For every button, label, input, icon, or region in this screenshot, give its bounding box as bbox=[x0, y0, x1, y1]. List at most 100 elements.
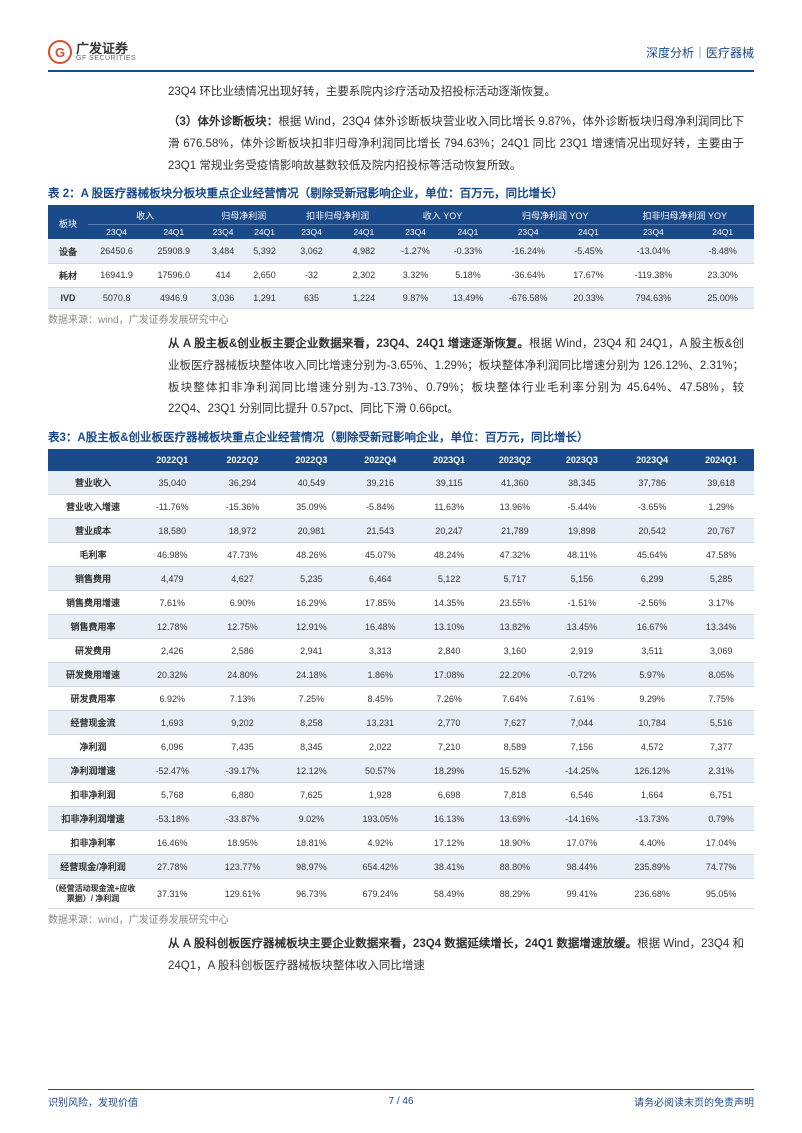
table-cell: 6,546 bbox=[548, 783, 616, 807]
table-row: 经营现金/净利润27.78%123.77%98.97%654.42%38.41%… bbox=[48, 855, 754, 879]
table-cell: 7.61% bbox=[548, 687, 616, 711]
table-cell: 41,360 bbox=[482, 471, 548, 495]
table-row: 营业成本18,58018,97220,98121,54320,24721,789… bbox=[48, 519, 754, 543]
footer-left: 识别风险，发现价值 bbox=[48, 1094, 138, 1109]
table2-source: 数据来源：wind，广发证券发展研究中心 bbox=[48, 311, 754, 326]
table-cell: 20.32% bbox=[138, 663, 206, 687]
table-cell: -53.18% bbox=[138, 807, 206, 831]
table-cell: 营业收入增速 bbox=[48, 495, 138, 519]
table-cell: 13.49% bbox=[441, 287, 495, 308]
table-cell: 7,625 bbox=[279, 783, 345, 807]
table-cell: 2,840 bbox=[416, 639, 482, 663]
table-cell: 23.55% bbox=[482, 591, 548, 615]
table-cell: 营业收入 bbox=[48, 471, 138, 495]
table-row: 净利润6,0967,4358,3452,0227,2108,5897,1564,… bbox=[48, 735, 754, 759]
table-cell: 7,435 bbox=[206, 735, 278, 759]
table-cell: 48.26% bbox=[279, 543, 345, 567]
table-cell: 经营现金/净利润 bbox=[48, 855, 138, 879]
paragraph-mid: 从 A 股主板&创业板主要企业数据来看，23Q4、24Q1 增速逐渐恢复。根据 … bbox=[168, 334, 744, 421]
table-cell: 5.18% bbox=[441, 263, 495, 287]
table-cell: 净利润 bbox=[48, 735, 138, 759]
table-cell: 236.68% bbox=[616, 879, 688, 909]
table-cell: 7,044 bbox=[548, 711, 616, 735]
table-cell: 38.41% bbox=[416, 855, 482, 879]
table-row: 销售费用增速7.61%6.90%16.29%17.85%14.35%23.55%… bbox=[48, 591, 754, 615]
table-cell: 1.86% bbox=[344, 663, 416, 687]
table-cell: 16.48% bbox=[344, 615, 416, 639]
table-cell: 7,818 bbox=[482, 783, 548, 807]
table-cell: 5,156 bbox=[548, 567, 616, 591]
table3-header: 2023Q4 bbox=[616, 449, 688, 471]
table-cell: -0.33% bbox=[441, 239, 495, 263]
table-cell: 7,210 bbox=[416, 735, 482, 759]
table-cell: 8,345 bbox=[279, 735, 345, 759]
table-cell: -13.04% bbox=[615, 239, 691, 263]
table-cell: 74.77% bbox=[688, 855, 754, 879]
table-row: 设备26450.625908.93,4845,3923,0624,982-1.2… bbox=[48, 239, 754, 263]
table-cell: 50.57% bbox=[344, 759, 416, 783]
table-cell: 5070.8 bbox=[88, 287, 145, 308]
table3-header: 2022Q3 bbox=[279, 449, 345, 471]
table-cell: 5,717 bbox=[482, 567, 548, 591]
table2-sub-header: 23Q4 bbox=[495, 225, 562, 240]
table-cell: 96.73% bbox=[279, 879, 345, 909]
table-row: 净利润增速-52.47%-39.17%12.12%50.57%18.29%15.… bbox=[48, 759, 754, 783]
table-cell: -1.51% bbox=[548, 591, 616, 615]
table-cell: 研发费用 bbox=[48, 639, 138, 663]
table-cell: 0.79% bbox=[688, 807, 754, 831]
para-end-lead: 从 A 股科创板医疗器械板块主要企业数据来看，23Q4 数据延续增长，24Q1 … bbox=[168, 938, 637, 950]
table-cell: 12.75% bbox=[206, 615, 278, 639]
table-cell: 6,751 bbox=[688, 783, 754, 807]
table-cell: 12.91% bbox=[279, 615, 345, 639]
table-cell: 1,664 bbox=[616, 783, 688, 807]
table-cell: 3.17% bbox=[688, 591, 754, 615]
table-cell: 6,299 bbox=[616, 567, 688, 591]
table-cell: 21,789 bbox=[482, 519, 548, 543]
table-cell: 16941.9 bbox=[88, 263, 145, 287]
table-cell: 7,627 bbox=[482, 711, 548, 735]
table-cell: 654.42% bbox=[344, 855, 416, 879]
table-cell: -52.47% bbox=[138, 759, 206, 783]
table-cell: 27.78% bbox=[138, 855, 206, 879]
table-cell: 8,589 bbox=[482, 735, 548, 759]
table-cell: 2,302 bbox=[338, 263, 390, 287]
table-cell: 研发费用增速 bbox=[48, 663, 138, 687]
table-cell: -13.73% bbox=[616, 807, 688, 831]
table2-title: 表 2：A 股医疗器械板块分板块重点企业经营情况（剔除受新冠影响企业，单位：百万… bbox=[48, 185, 754, 201]
table-cell: 2.31% bbox=[688, 759, 754, 783]
table-cell: 39,618 bbox=[688, 471, 754, 495]
table-cell: 13.10% bbox=[416, 615, 482, 639]
table-cell: 4,627 bbox=[206, 567, 278, 591]
table-cell: 58.49% bbox=[416, 879, 482, 909]
table-cell: 扣非净利率 bbox=[48, 831, 138, 855]
table-cell: 3,036 bbox=[202, 287, 243, 308]
table-cell: 794.63% bbox=[615, 287, 691, 308]
table-cell: 销售费用 bbox=[48, 567, 138, 591]
table-cell: 235.89% bbox=[616, 855, 688, 879]
table3-header: 2022Q1 bbox=[138, 449, 206, 471]
table-cell: 88.29% bbox=[482, 879, 548, 909]
table-cell: 销售费用率 bbox=[48, 615, 138, 639]
table-cell: 11.63% bbox=[416, 495, 482, 519]
table2-group-header: 收入 bbox=[88, 205, 202, 225]
table-cell: 6,464 bbox=[344, 567, 416, 591]
table-cell: 2,770 bbox=[416, 711, 482, 735]
logo-icon: G bbox=[48, 40, 72, 64]
table-cell: 25908.9 bbox=[145, 239, 202, 263]
table-cell: 17.67% bbox=[561, 263, 615, 287]
logo-text-en: GF SECURITIES bbox=[76, 55, 136, 62]
table-cell: 98.44% bbox=[548, 855, 616, 879]
table-cell: 45.64% bbox=[616, 543, 688, 567]
table-cell: 24.18% bbox=[279, 663, 345, 687]
table-cell: 4.40% bbox=[616, 831, 688, 855]
table-cell: -39.17% bbox=[206, 759, 278, 783]
table-cell: 46.98% bbox=[138, 543, 206, 567]
table2-sub-header: 23Q4 bbox=[390, 225, 441, 240]
table-cell: （经营活动现金流+应收票据）/ 净利润 bbox=[48, 879, 138, 909]
table-cell: 88.80% bbox=[482, 855, 548, 879]
table-row: 研发费用增速20.32%24.80%24.18%1.86%17.08%22.20… bbox=[48, 663, 754, 687]
table-cell: -3.65% bbox=[616, 495, 688, 519]
table-row: 毛利率46.98%47.73%48.26%45.07%48.24%47.32%4… bbox=[48, 543, 754, 567]
table-cell: 扣非净利润增速 bbox=[48, 807, 138, 831]
table-cell: 3,062 bbox=[285, 239, 337, 263]
